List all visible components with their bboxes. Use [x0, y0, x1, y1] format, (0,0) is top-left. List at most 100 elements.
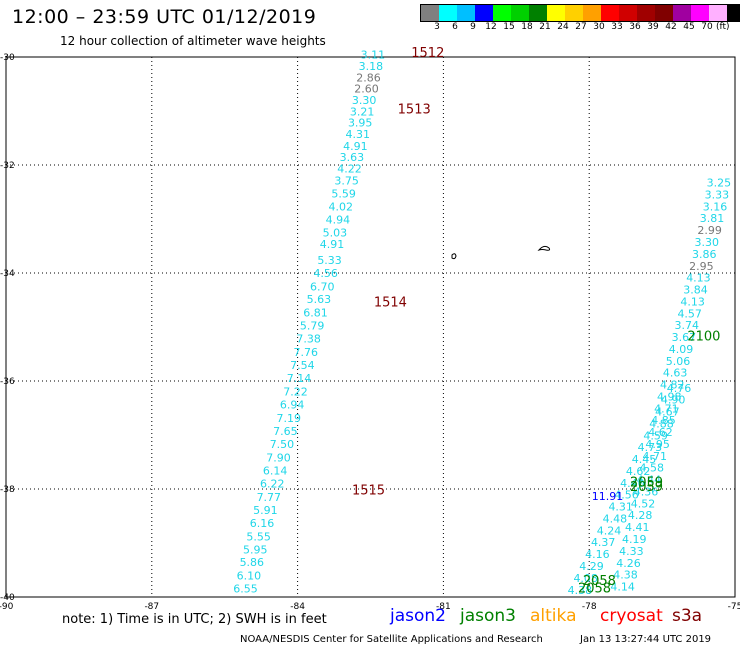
legend-label: 30 — [593, 22, 605, 32]
satellite-s3a: s3a — [672, 606, 703, 626]
swh-label: 6.55 — [233, 583, 258, 596]
swh-label: 4.38 — [613, 569, 638, 582]
swh-label: 11.91 — [592, 490, 624, 503]
swh-label: 6.70 — [310, 280, 335, 293]
legend-label: 33 — [611, 22, 623, 32]
swh-label: 2.95 — [689, 260, 714, 273]
swh-label: 4.31 — [346, 128, 371, 141]
swh-label: 2.60 — [354, 83, 379, 96]
swh-label: 4.91 — [320, 238, 345, 251]
legend-label: 42 — [665, 22, 677, 32]
time-label: 1514 — [374, 295, 407, 310]
swh-label: 4.95 — [645, 438, 670, 451]
swh-label: 4.09 — [669, 343, 694, 356]
swh-label: 4.56 — [614, 489, 639, 502]
page-title: 12:00 – 23:59 UTC 01/12/2019 — [12, 6, 317, 28]
page-subtitle: 12 hour collection of altimeter wave hei… — [60, 34, 326, 48]
swh-label: 3.67 — [672, 331, 697, 344]
swh-label: 7.38 — [296, 333, 321, 346]
swh-label: 2.86 — [356, 71, 381, 84]
swh-label: 5.79 — [300, 320, 325, 333]
swh-label: 4.29 — [579, 560, 604, 573]
swh-label: 3.11 — [361, 49, 386, 62]
lat-tick-label: -40 — [0, 593, 15, 603]
lat-tick-label: -38 — [0, 485, 15, 495]
swh-label: 4.82 — [660, 379, 685, 392]
swh-label: 3.30 — [352, 94, 377, 107]
lon-tick-label: -87 — [144, 602, 159, 612]
swh-label: 3.21 — [350, 105, 375, 118]
legend-label: 24 — [557, 22, 569, 32]
swh-label: 3.25 — [707, 177, 732, 190]
swh-label: 3.33 — [705, 188, 730, 201]
swh-label: 5.33 — [317, 254, 342, 267]
swh-label: 3.75 — [334, 174, 359, 187]
legend-label: 12 — [485, 22, 497, 32]
swh-label: 2.99 — [697, 224, 722, 237]
swh-label: 7.65 — [273, 425, 298, 438]
swh-label: 4.31 — [608, 501, 633, 514]
swh-label: 4.38 — [568, 584, 593, 597]
swh-label: 3.63 — [340, 151, 365, 164]
swh-label: 6.94 — [280, 399, 305, 412]
legend-swatch — [619, 5, 637, 21]
legend-swatch — [421, 5, 439, 21]
swh-label: 7.90 — [266, 451, 291, 464]
legend-label: 39 — [647, 22, 659, 32]
swh-label: 7.22 — [283, 386, 308, 399]
swh-label: 4.67 — [655, 406, 680, 419]
legend-swatch — [439, 5, 457, 21]
swh-label: 4.52 — [631, 497, 656, 510]
swh-label: 4.45 — [632, 453, 657, 466]
lat-tick-label: -36 — [0, 377, 15, 387]
swh-label: 4.02 — [329, 200, 354, 213]
swh-label: 3.16 — [703, 200, 728, 213]
swh-label: 4.33 — [619, 545, 644, 558]
legend-label: 15 — [503, 22, 515, 32]
swh-label: 5.63 — [307, 293, 332, 306]
swh-label: 3.84 — [683, 284, 708, 297]
footer-note: note: 1) Time is in UTC; 2) SWH is in fe… — [62, 612, 327, 627]
time-label: 2059 — [630, 480, 663, 495]
lat-tick-label: -32 — [0, 161, 15, 171]
swh-label: 5.95 — [243, 543, 268, 556]
swh-label: 6.16 — [250, 517, 275, 530]
time-label: 2058 — [583, 574, 616, 589]
swh-label: 7.76 — [294, 346, 319, 359]
swh-label: 3.74 — [675, 319, 700, 332]
swh-label: 4.63 — [663, 367, 688, 380]
swh-label: 5.86 — [240, 556, 265, 569]
lon-tick-label: -75 — [728, 602, 740, 612]
island-outline — [451, 253, 457, 260]
legend-swatch — [547, 5, 565, 21]
swh-label: 4.58 — [640, 462, 665, 475]
time-label: 2058 — [578, 582, 611, 597]
color-legend-labels: 3 6 9 12 15 18 21 24 27 30 33 36 39 42 45 70 — [420, 22, 730, 34]
swh-label: 6.81 — [303, 307, 328, 320]
legend-swatch — [511, 5, 529, 21]
swh-label: 4.94 — [326, 213, 351, 226]
satellite-cryosat: cryosat — [600, 606, 663, 626]
swh-label: 4.26 — [616, 557, 641, 570]
legend-label: 3 — [434, 22, 440, 32]
swh-label: 4.28 — [628, 509, 653, 522]
swh-label: 4.40 — [620, 477, 645, 490]
swh-label: 4.71 — [642, 450, 667, 463]
credit-text: NOAA/NESDIS Center for Satellite Applica… — [240, 634, 543, 645]
legend-label: 45 — [683, 22, 695, 32]
lon-tick-label: -81 — [436, 602, 451, 612]
swh-label: 4.56 — [313, 267, 338, 280]
swh-label: 4.24 — [597, 524, 622, 537]
swh-label: 4.37 — [591, 536, 616, 549]
legend-swatch — [601, 5, 619, 21]
swh-label: 5.03 — [323, 226, 348, 239]
legend-swatch — [457, 5, 475, 21]
map-frame — [5, 56, 736, 598]
swh-label: 4.14 — [610, 581, 635, 594]
swh-label: 4.91 — [343, 140, 368, 153]
legend-label: 6 — [452, 22, 458, 32]
swh-label: 4.59 — [643, 429, 668, 442]
color-legend — [420, 4, 740, 22]
swh-label: 4.13 — [680, 295, 705, 308]
